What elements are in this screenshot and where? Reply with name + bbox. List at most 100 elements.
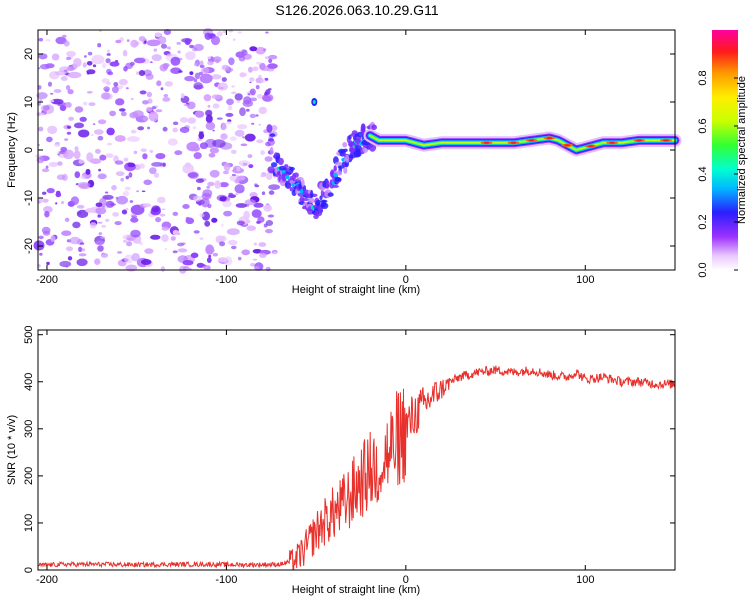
signal-blob [285,168,291,172]
signal-hotspot [663,139,669,142]
noise-blob [115,98,125,106]
noise-blob [249,46,258,52]
noise-blob [251,122,255,125]
noise-blob [123,157,129,162]
noise-blob [112,86,119,94]
noise-blob [236,220,245,226]
noise-blob [95,148,101,154]
noise-blob [83,101,88,106]
noise-blob [193,152,202,160]
noise-blob [198,132,205,140]
noise-blob [120,111,127,117]
noise-blob [226,98,234,106]
y-tick-label: -20 [23,238,35,254]
noise-blob [235,51,245,58]
noise-blob [189,44,195,49]
noise-blob [178,70,183,73]
noise-blob [97,43,102,48]
noise-blob [166,53,172,57]
noise-blob [232,38,236,41]
noise-blob [136,190,140,193]
noise-blob [78,159,85,164]
noise-blob [264,56,269,60]
noise-blob [112,212,120,217]
noise-blob [122,190,130,197]
noise-blob [105,200,115,208]
noise-blob [268,184,280,191]
signal-hotspot [528,139,535,142]
signal-blob [308,197,315,204]
signal-blob [360,123,366,132]
signal-blob [268,138,274,142]
noise-blob [186,101,196,110]
noise-blob [65,56,72,61]
noise-blob [256,61,262,65]
noise-blob [273,251,277,255]
noise-blob [126,39,130,42]
noise-blob [267,214,275,218]
signal-blob [332,184,339,188]
noise-blob [130,98,134,100]
noise-blob [268,54,278,60]
noise-blob [86,152,94,162]
noise-blob [130,213,136,217]
noise-blob [87,51,93,56]
noise-blob [204,32,212,40]
noise-blob [122,49,128,57]
noise-blob [154,32,162,38]
signal-blob [343,166,348,174]
x-tick-label: -200 [36,274,58,286]
noise-blob [217,257,228,263]
noise-blob [114,160,124,165]
signal-blob [301,179,305,187]
noise-blob [238,160,250,167]
noise-blob [133,150,137,155]
noise-blob [234,129,245,137]
signal-blob [266,124,273,133]
noise-blob [98,168,101,172]
noise-blob [204,220,211,227]
noise-blob [127,162,136,168]
signal-band [369,134,676,151]
colorbar-tick-label: 0.4 [697,166,709,181]
signal-blob [342,142,348,148]
noise-blob [84,55,87,58]
noise-blob [203,94,212,102]
snr-frame [37,329,676,571]
noise-blob [86,61,93,66]
noise-blob [150,234,161,240]
noise-blob [65,85,71,91]
y-tick-label: 20 [23,48,35,60]
noise-blob [73,122,85,129]
noise-blob [137,126,145,131]
noise-blob [211,74,222,80]
noise-blob [254,183,258,186]
y-tick-label: 10 [23,96,35,108]
noise-blob [237,31,242,34]
noise-blob [104,191,109,194]
noise-blob [212,139,226,148]
signal-blob [320,201,326,208]
noise-blob [151,205,160,213]
noise-blob [146,91,152,98]
noise-blob [194,72,201,80]
colorbar-gradient [712,30,738,270]
noise-blob [253,202,264,208]
noise-blob [208,248,215,253]
noise-blob [156,80,162,87]
noise-blob [95,207,107,215]
noise-blob [66,131,72,135]
x-tick-label: 100 [576,274,594,286]
noise-blob [49,99,55,103]
noise-blob [239,107,246,117]
noise-blob [153,48,158,52]
noise-blob [67,126,71,129]
noise-blob [247,93,251,95]
noise-blob [160,43,168,49]
noise-blob [249,77,255,82]
spectrogram-y-ticks: 20 10 0 -10 -20 [23,48,675,254]
noise-blob [177,248,188,253]
noise-blob [212,252,219,257]
noise-blob [216,31,223,37]
noise-blob [202,189,213,198]
